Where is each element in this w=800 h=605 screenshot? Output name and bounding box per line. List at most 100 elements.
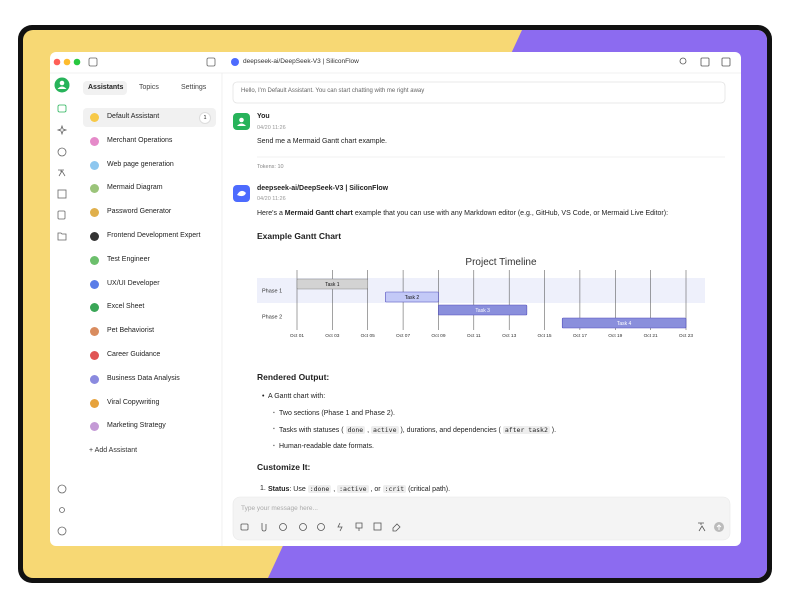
heading: Rendered Output: — [257, 372, 330, 382]
assistant-name: Web page generation — [107, 160, 174, 168]
assistant-item[interactable]: Career Guidance — [83, 346, 216, 365]
assistant-item[interactable]: UX/UI Developer — [83, 275, 216, 294]
timestamp: 04/20 11:26 — [257, 125, 286, 131]
tab[interactable]: Settings — [181, 84, 207, 91]
text-run: , or — [368, 486, 383, 493]
x-tick-label: Oct 23 — [679, 333, 693, 339]
assistant-item[interactable]: Viral Copywriting — [83, 394, 216, 413]
assistant-icon — [90, 208, 99, 218]
tab[interactable]: Topics — [139, 84, 159, 91]
minimize-button[interactable] — [63, 58, 71, 66]
web-search-icon[interactable] — [279, 523, 287, 531]
task-label: Task 1 — [325, 282, 340, 288]
task-bar — [296, 278, 369, 290]
section-label: Phase 2 — [262, 315, 282, 321]
tab[interactable]: Assistants — [88, 84, 124, 91]
expand-icon[interactable] — [373, 522, 382, 531]
quick-phrase-icon[interactable] — [337, 522, 343, 532]
x-tick-label: Oct 07 — [396, 333, 410, 339]
clear-icon[interactable] — [392, 523, 401, 532]
active-tab-bg — [83, 81, 127, 95]
text-run: Mermaid Gantt chart — [284, 210, 353, 217]
input-tool-icon[interactable] — [240, 523, 249, 531]
sidebar-toggle-icon[interactable] — [88, 57, 98, 67]
sub-bullet-dot: ▪ — [273, 426, 275, 433]
translate-nav-icon[interactable] — [58, 169, 66, 177]
input-placeholder: Type your message here... — [241, 505, 318, 512]
input-box[interactable] — [232, 496, 731, 541]
x-tick-label: Oct 05 — [361, 333, 375, 339]
assistant-icon — [90, 232, 99, 241]
inline-code: done — [345, 426, 366, 435]
agents-nav-icon[interactable] — [56, 124, 68, 136]
apps-icon[interactable] — [721, 57, 731, 67]
layout-icon[interactable] — [700, 57, 710, 67]
files-nav-icon[interactable] — [57, 210, 66, 220]
text-run: (critical path). — [406, 486, 451, 493]
assistant-item[interactable]: Password Generator — [83, 203, 216, 222]
assistant-name: Password Generator — [107, 208, 172, 216]
assistant-item[interactable]: Excel Sheet — [83, 298, 216, 317]
assistant-item[interactable]: Frontend Development Expert — [83, 227, 216, 246]
text-run: , — [365, 427, 372, 435]
assistant-item[interactable]: Mermaid Diagram — [83, 179, 216, 198]
search-icon[interactable] — [679, 57, 687, 65]
inline-code: after task2 — [502, 426, 550, 435]
assistant-item[interactable]: Web page generation — [83, 156, 216, 175]
assistant-name: Test Engineer — [107, 255, 150, 263]
assistant-icon — [90, 351, 99, 360]
text-run: Human-readable date formats. — [279, 442, 374, 450]
attach-icon[interactable] — [261, 523, 267, 532]
x-tick-label: Oct 01 — [290, 333, 304, 339]
text-run: : Use — [289, 486, 308, 493]
translate-input-icon[interactable] — [698, 522, 706, 532]
folder-nav-icon[interactable] — [57, 232, 67, 241]
text-run: , — [331, 486, 338, 493]
assistant-name: Frontend Development Expert — [107, 232, 201, 239]
bullet-text: A Gantt chart with: — [268, 393, 326, 400]
assistant-name: Business Data Analysis — [107, 374, 180, 382]
assistant-icon — [90, 279, 99, 289]
assistant-icon — [90, 184, 99, 194]
paint-nav-icon[interactable] — [57, 147, 67, 157]
assistant-icon — [90, 255, 99, 265]
task-bar — [385, 291, 439, 303]
inline-code: :active — [337, 485, 369, 493]
assistant-icon — [90, 160, 99, 170]
close-button[interactable] — [53, 58, 61, 66]
inline-code: :done — [307, 485, 332, 493]
x-tick-label: Oct 09 — [431, 333, 445, 339]
settings-icon[interactable] — [57, 526, 67, 536]
assistant-icon — [90, 327, 99, 337]
x-tick-label: Oct 17 — [573, 333, 587, 339]
new-topic-icon[interactable] — [206, 57, 216, 67]
assistant-item[interactable]: Test Engineer — [83, 251, 216, 270]
assistant-name: Excel Sheet — [107, 303, 145, 311]
timestamp: 04/20 11:26 — [257, 196, 286, 202]
apps-nav-icon[interactable] — [57, 189, 67, 199]
text-run: Status — [268, 486, 290, 493]
knowledge-icon[interactable] — [299, 523, 307, 531]
task-bar — [561, 317, 687, 329]
zoom-button[interactable] — [73, 58, 81, 66]
sub-bullet-text: Tasks with statuses ( done , active ), d… — [279, 426, 556, 435]
chat-nav-icon[interactable] — [57, 104, 67, 113]
theme-icon[interactable] — [59, 507, 65, 513]
help-icon[interactable] — [57, 484, 67, 494]
task-bar — [438, 304, 528, 316]
mention-icon[interactable] — [317, 523, 325, 531]
assistant-item[interactable]: Marketing Strategy — [83, 417, 216, 436]
token-count: Tokens: 10 — [257, 164, 284, 170]
add-assistant-button[interactable]: + Add Assistant — [89, 447, 138, 454]
x-tick-label: Oct 13 — [502, 333, 516, 339]
author: You — [257, 113, 270, 120]
pin-icon[interactable] — [355, 522, 363, 531]
inline-code: :crit — [382, 485, 407, 493]
assistant-item[interactable]: Merchant Operations — [83, 132, 216, 151]
assistant-item[interactable]: Business Data Analysis — [83, 370, 216, 389]
assistant-item[interactable]: Default Assistant 1 — [83, 108, 216, 127]
x-tick-label: Oct 21 — [644, 333, 658, 339]
text-run: Two sections (Phase 1 and Phase 2). — [279, 410, 395, 417]
assistant-item[interactable]: Pet Behaviorist — [83, 322, 216, 341]
